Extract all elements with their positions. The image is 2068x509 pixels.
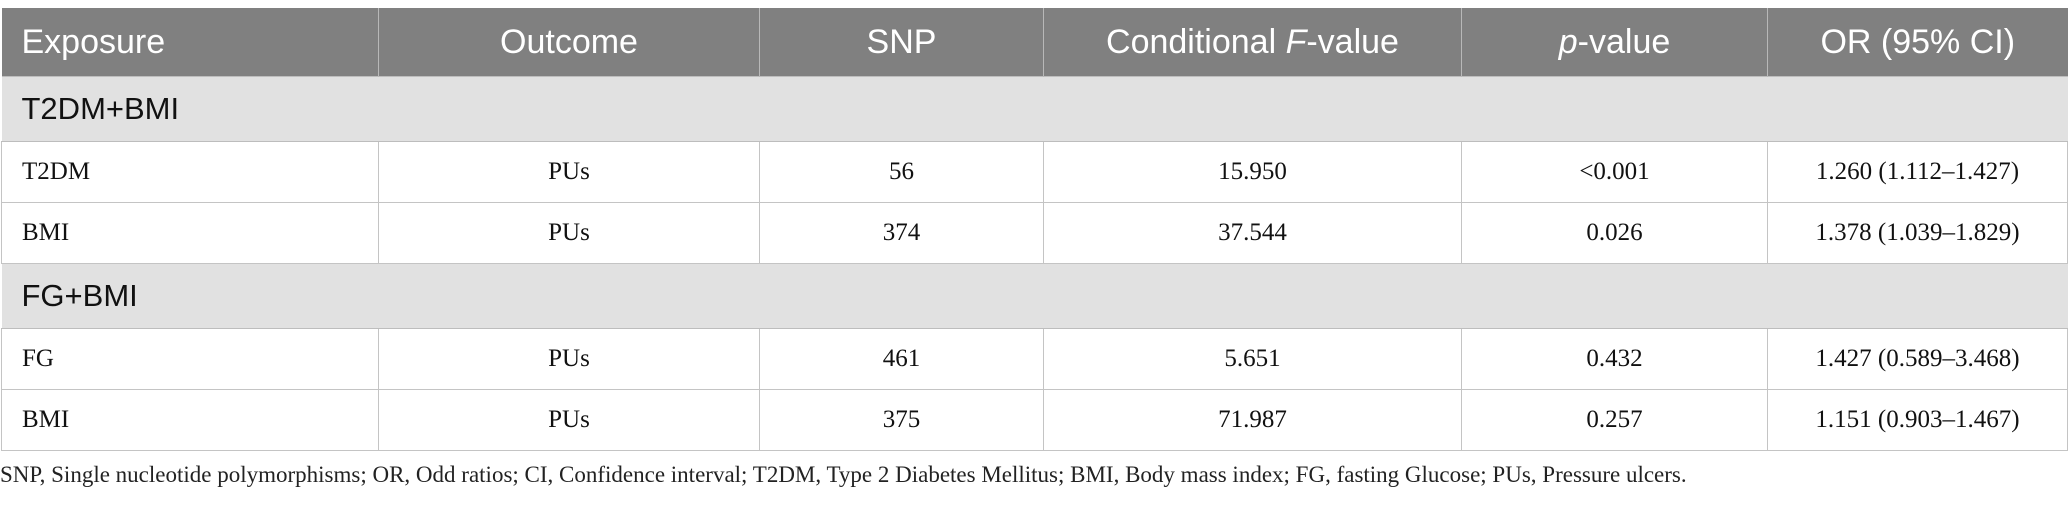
cell-p-value: 0.026 [1461,202,1768,264]
cell-f-value: 15.950 [1043,141,1462,203]
table-container: Exposure Outcome SNP Conditional F-value… [0,8,2068,451]
header-outcome: Outcome [378,8,760,77]
header-conditional-suffix: -value [1306,22,1399,61]
header-snp: SNP [759,8,1044,77]
cell-or-ci: 1.427 (0.589–3.468) [1767,328,2068,390]
header-exposure: Exposure [1,8,379,77]
cell-exposure: BMI [1,202,379,264]
table-footnote: SNP, Single nucleotide polymorphisms; OR… [0,462,1687,487]
cell-or-ci: 1.378 (1.039–1.829) [1767,202,2068,264]
cell-snp: 375 [759,389,1044,451]
group-label: T2DM+BMI [1,76,2068,142]
group-row: FG+BMI [1,263,2068,329]
cell-or-ci: 1.151 (0.903–1.467) [1767,389,2068,451]
table-row: BMI PUs 375 71.987 0.257 1.151 (0.903–1.… [1,389,2068,451]
group-row: T2DM+BMI [1,76,2068,142]
cell-exposure: T2DM [1,141,379,203]
cell-snp: 56 [759,141,1044,203]
header-p-suffix: -value [1577,22,1671,61]
table-row: BMI PUs 374 37.544 0.026 1.378 (1.039–1.… [1,202,2068,264]
header-or-ci: OR (95% CI) [1767,8,2068,77]
cell-exposure: FG [1,328,379,390]
results-table: Exposure Outcome SNP Conditional F-value… [1,8,2068,451]
cell-p-value: <0.001 [1461,141,1768,203]
cell-exposure: BMI [1,389,379,451]
cell-outcome: PUs [378,141,760,203]
table-row: T2DM PUs 56 15.950 <0.001 1.260 (1.112–1… [1,141,2068,203]
cell-or-ci: 1.260 (1.112–1.427) [1767,141,2068,203]
cell-f-value: 5.651 [1043,328,1462,390]
header-conditional-italic: F [1285,22,1307,61]
cell-outcome: PUs [378,389,760,451]
header-row: Exposure Outcome SNP Conditional F-value… [1,8,2068,77]
header-p-value: p-value [1461,8,1768,77]
cell-snp: 461 [759,328,1044,390]
cell-f-value: 37.544 [1043,202,1462,264]
cell-f-value: 71.987 [1043,389,1462,451]
group-label: FG+BMI [1,263,2068,329]
header-conditional-prefix: Conditional [1106,22,1286,61]
header-conditional-f-value: Conditional F-value [1043,8,1462,77]
cell-snp: 374 [759,202,1044,264]
cell-p-value: 0.432 [1461,328,1768,390]
cell-p-value: 0.257 [1461,389,1768,451]
table-row: FG PUs 461 5.651 0.432 1.427 (0.589–3.46… [1,328,2068,390]
cell-outcome: PUs [378,328,760,390]
header-p-italic: p [1558,22,1578,61]
cell-outcome: PUs [378,202,760,264]
